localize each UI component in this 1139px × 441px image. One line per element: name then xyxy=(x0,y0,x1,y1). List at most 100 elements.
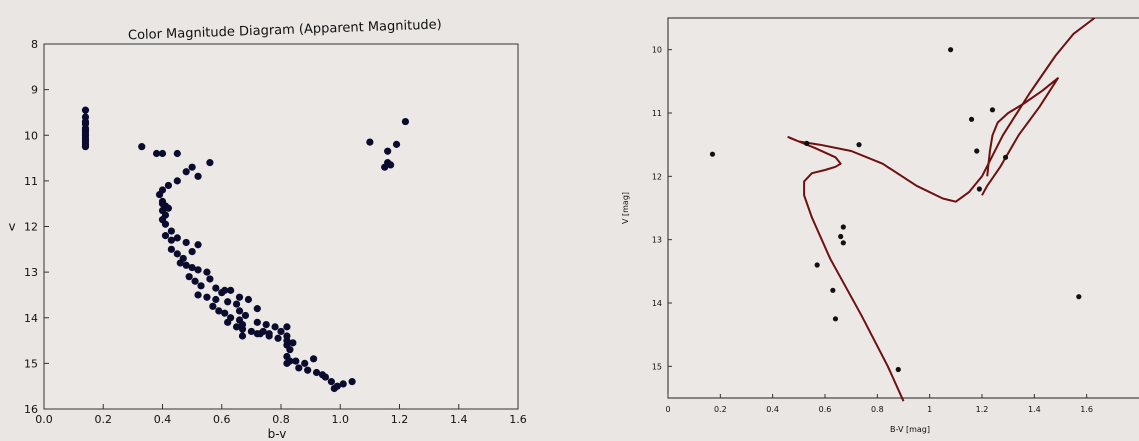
data-point xyxy=(173,234,181,242)
data-point xyxy=(224,298,232,306)
data-point xyxy=(203,268,211,276)
star-point xyxy=(814,262,820,268)
y-tick-label: 11 xyxy=(652,109,662,118)
data-point xyxy=(167,236,175,244)
isochrone-line xyxy=(981,77,1059,196)
data-point xyxy=(286,346,294,354)
data-point xyxy=(259,327,267,336)
star-point xyxy=(830,287,836,293)
x-tick-label: 0.6 xyxy=(213,413,231,426)
isochrone-line xyxy=(787,17,1096,402)
right-chart: 0 0.2 0.4 0.6 0.8 1 1.2 1.4 1.6 10 11 12 13 14 15 B-V [… xyxy=(621,17,1139,434)
star-point xyxy=(832,316,839,322)
data-point xyxy=(238,332,247,340)
y-axis-label: v xyxy=(8,220,15,234)
y-tick-label: 9 xyxy=(31,84,38,97)
data-point xyxy=(366,138,374,146)
data-point xyxy=(392,140,401,148)
data-point xyxy=(253,305,261,313)
data-point xyxy=(348,378,356,386)
data-point xyxy=(265,330,273,338)
star-point xyxy=(976,186,982,192)
data-point xyxy=(384,147,392,155)
data-point xyxy=(304,366,312,374)
data-point xyxy=(161,232,170,240)
data-point xyxy=(271,323,279,331)
data-point xyxy=(283,323,291,331)
star-point xyxy=(989,107,996,113)
x-tick-label: 0.4 xyxy=(154,413,172,426)
data-point xyxy=(212,284,220,292)
data-point xyxy=(224,318,232,326)
data-point xyxy=(292,357,300,365)
data-point xyxy=(218,289,226,297)
data-point xyxy=(289,339,297,347)
data-point xyxy=(215,307,223,315)
data-point xyxy=(188,247,196,256)
star-point xyxy=(709,151,716,157)
x-tick-label: 1.6 xyxy=(509,413,527,426)
y-tick-label: 10 xyxy=(24,129,38,142)
data-point xyxy=(283,359,291,367)
data-point xyxy=(167,245,175,253)
data-point xyxy=(155,190,164,199)
star-point xyxy=(895,366,901,373)
x-tick-label: 0.0 xyxy=(35,413,53,426)
y-tick-label: 12 xyxy=(24,221,38,234)
x-tick-label: 0 xyxy=(665,405,670,414)
x-tick-label: 1.6 xyxy=(1080,405,1093,414)
data-point xyxy=(138,143,146,151)
data-point xyxy=(194,266,202,274)
data-point xyxy=(182,238,190,247)
data-point xyxy=(158,200,167,208)
data-point xyxy=(327,378,335,386)
data-point xyxy=(152,149,161,158)
data-point xyxy=(339,380,347,388)
star-point xyxy=(948,47,954,53)
data-point xyxy=(330,384,338,393)
data-point xyxy=(164,181,173,190)
x-tick-label: 0.8 xyxy=(871,405,884,414)
data-point xyxy=(301,359,309,367)
data-point xyxy=(197,282,205,290)
data-point xyxy=(253,318,261,326)
x-axis-label: b-v xyxy=(268,427,287,441)
y-tick-label: 14 xyxy=(652,299,662,308)
data-point xyxy=(173,250,181,258)
y-tick-label: 14 xyxy=(24,312,38,325)
data-point xyxy=(321,373,330,381)
data-point xyxy=(194,291,202,299)
data-point xyxy=(262,320,270,329)
data-point xyxy=(387,161,395,169)
x-tick-label: 1.4 xyxy=(1028,405,1041,414)
x-axis-label: B-V [mag] xyxy=(890,425,930,434)
data-point xyxy=(247,327,255,336)
y-axis-label: V [mag] xyxy=(621,192,630,224)
data-point xyxy=(232,323,241,331)
x-tick-label: 0.2 xyxy=(714,405,727,414)
y-tick-label: 13 xyxy=(652,236,662,245)
y-tick-label: 15 xyxy=(24,357,38,370)
data-point xyxy=(241,311,250,320)
y-tick-label: 10 xyxy=(652,46,662,55)
data-point xyxy=(176,259,184,267)
data-point xyxy=(188,163,196,171)
data-point xyxy=(283,332,291,340)
y-tick-label: 8 xyxy=(31,38,38,51)
data-point xyxy=(188,263,196,272)
data-point xyxy=(401,117,410,126)
x-tick-label: 1 xyxy=(927,405,932,414)
y-tick-label: 15 xyxy=(652,362,662,371)
data-point xyxy=(232,300,241,308)
data-point xyxy=(206,159,214,167)
data-point xyxy=(206,275,214,283)
star-point xyxy=(804,140,810,146)
star-point xyxy=(840,240,846,246)
star-point xyxy=(840,224,846,230)
y-tick-label: 13 xyxy=(24,266,38,279)
left-chart: Color Magnitude Diagram (Apparent Magnit… xyxy=(8,17,526,441)
x-tick-label: 1.2 xyxy=(976,405,989,414)
star-point xyxy=(1076,294,1082,300)
